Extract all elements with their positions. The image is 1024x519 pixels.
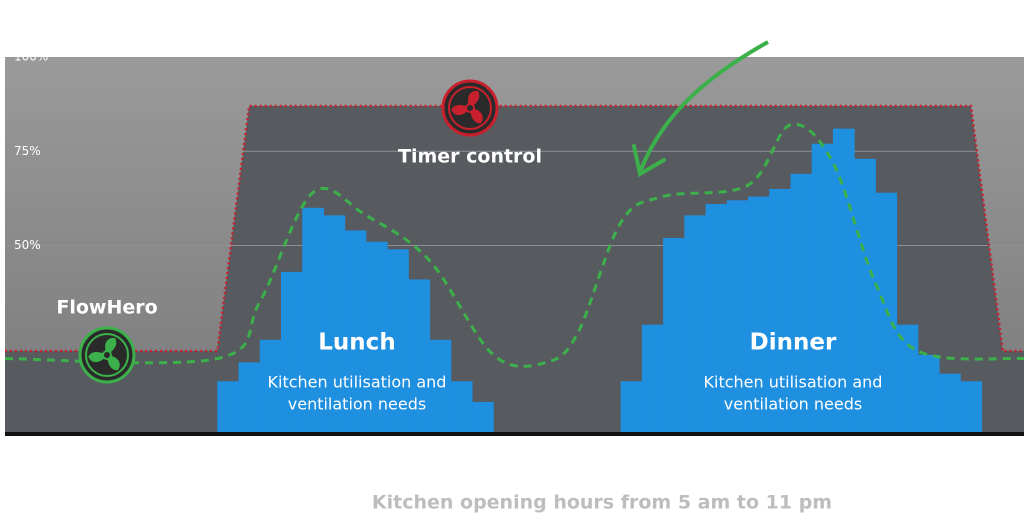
bar xyxy=(259,339,282,434)
bar xyxy=(450,381,473,434)
bar xyxy=(896,324,919,434)
bar xyxy=(854,158,876,435)
bar xyxy=(769,188,791,434)
bar xyxy=(641,324,664,434)
arrow-head xyxy=(632,144,666,178)
bar xyxy=(408,279,431,434)
dinner-note: ventilation needs xyxy=(724,395,862,414)
bar xyxy=(472,401,494,434)
bar xyxy=(811,143,834,434)
dinner-label: Dinner xyxy=(750,330,837,356)
y-tick-label: 75% xyxy=(14,144,41,158)
timer-line xyxy=(5,104,1024,353)
bar xyxy=(302,207,324,434)
x-axis xyxy=(5,432,1024,436)
bar xyxy=(365,241,388,434)
dinner-note: Kitchen utilisation and xyxy=(704,373,883,392)
bar xyxy=(280,271,303,434)
arrow xyxy=(638,40,769,173)
y-tick-label: 50% xyxy=(14,238,41,252)
bar xyxy=(960,381,983,434)
bar xyxy=(939,373,961,434)
bar xyxy=(917,354,940,434)
bar xyxy=(663,237,685,434)
timer-fan-icon xyxy=(441,79,499,137)
bar xyxy=(790,173,813,434)
lunch-label: Lunch xyxy=(318,330,395,356)
bar xyxy=(748,196,770,434)
flowhero-label: FlowHero xyxy=(56,297,157,319)
bar xyxy=(387,249,409,434)
bar xyxy=(217,381,240,434)
bar xyxy=(726,200,749,434)
bar xyxy=(620,381,643,434)
lunch-note: Kitchen utilisation and xyxy=(268,373,447,392)
y-tick-label: 100% xyxy=(14,50,48,64)
footer: Kitchen opening hours from 5 am to 11 pm xyxy=(372,492,832,514)
flowhero-fan-icon xyxy=(78,326,136,384)
lunch-note: ventilation needs xyxy=(288,395,426,414)
bar xyxy=(344,230,367,434)
bar xyxy=(238,362,261,434)
timer-label: Timer control xyxy=(398,146,542,168)
bar xyxy=(705,204,728,434)
bar xyxy=(684,215,707,434)
bar xyxy=(429,339,452,434)
bar xyxy=(323,215,346,434)
